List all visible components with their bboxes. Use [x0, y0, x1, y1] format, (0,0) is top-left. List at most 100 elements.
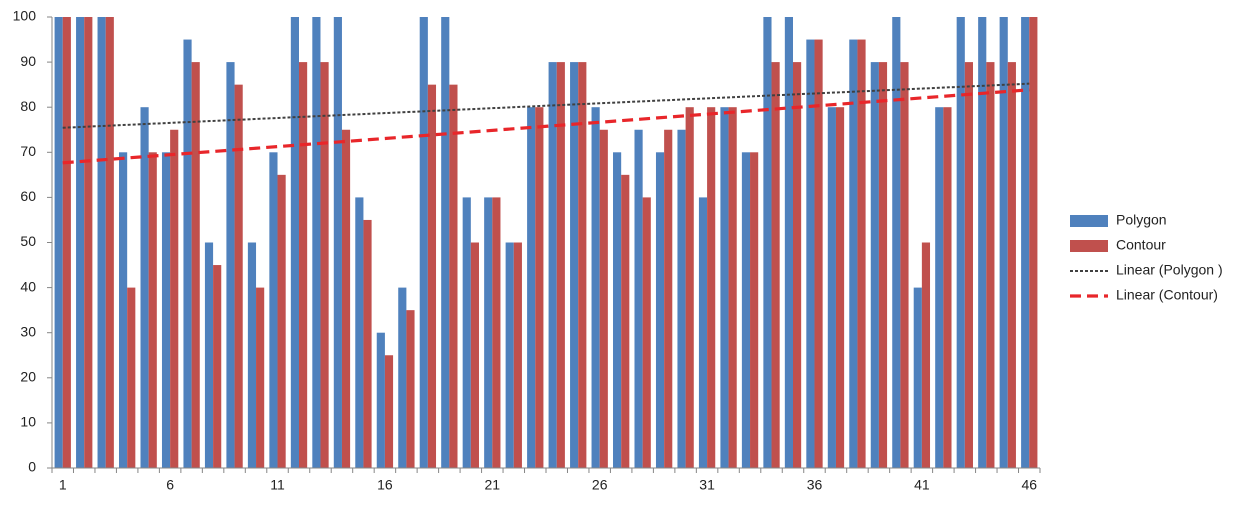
bar — [621, 174, 630, 468]
bar — [784, 17, 793, 468]
bar — [634, 129, 643, 468]
bar — [341, 129, 351, 468]
x-tick-label: 41 — [914, 477, 930, 493]
bar — [384, 355, 394, 468]
bar — [84, 17, 93, 468]
y-tick-label: 30 — [20, 323, 36, 339]
bar — [191, 62, 200, 468]
bar — [320, 62, 329, 468]
bar — [148, 152, 157, 469]
bar — [793, 62, 802, 468]
bar — [213, 265, 222, 468]
bar — [806, 39, 815, 469]
bar — [578, 62, 587, 468]
x-tick-label: 31 — [699, 477, 715, 493]
bar — [269, 152, 278, 469]
bar — [1029, 17, 1038, 468]
bar — [376, 332, 385, 468]
bar — [921, 242, 931, 468]
y-tick-label: 60 — [20, 188, 36, 204]
x-tick-label: 16 — [377, 477, 393, 493]
y-tick-label: 40 — [20, 278, 36, 294]
bar — [741, 152, 751, 469]
bar — [183, 39, 192, 469]
bar — [513, 242, 522, 468]
bar — [398, 287, 407, 468]
y-tick-label: 100 — [13, 8, 37, 24]
legend-label: Linear (Contour) — [1116, 287, 1218, 303]
trendline — [62, 82, 1030, 129]
bar — [664, 129, 673, 468]
bar — [642, 197, 651, 468]
bar — [97, 17, 106, 468]
bar — [1021, 17, 1030, 468]
legend-swatch — [1070, 240, 1108, 252]
bar — [556, 62, 565, 468]
bar — [943, 107, 952, 468]
bar — [290, 17, 299, 468]
bar — [333, 17, 342, 468]
bar — [750, 152, 759, 469]
bar — [484, 197, 493, 468]
legend-label: Linear (Polygon ) — [1116, 262, 1223, 278]
bar — [763, 17, 772, 468]
y-tick-label: 80 — [20, 98, 36, 114]
bar — [978, 17, 987, 468]
bar — [986, 62, 995, 468]
bar — [226, 62, 235, 468]
bar — [76, 17, 85, 468]
bar — [462, 197, 471, 468]
bar — [1007, 62, 1016, 468]
bar — [54, 17, 63, 468]
bar — [234, 84, 243, 469]
bar — [441, 17, 450, 468]
bar — [161, 152, 171, 469]
bar — [62, 17, 71, 468]
legend-label: Polygon — [1116, 212, 1167, 228]
bar — [771, 62, 780, 468]
bar — [277, 174, 286, 468]
y-tick-label: 70 — [20, 143, 36, 159]
bar — [655, 152, 665, 469]
bar — [247, 242, 257, 468]
bar — [256, 287, 265, 468]
bar — [849, 39, 858, 469]
bar — [956, 17, 965, 468]
trendline — [62, 88, 1030, 165]
y-tick-label: 10 — [20, 414, 36, 430]
bar — [935, 107, 944, 468]
x-tick-label: 21 — [485, 477, 501, 493]
y-tick-label: 90 — [20, 53, 36, 69]
bar — [170, 129, 179, 468]
bar — [677, 129, 686, 468]
bar — [470, 242, 479, 468]
x-tick-label: 6 — [166, 477, 174, 493]
bar — [406, 310, 415, 468]
x-tick-label: 26 — [592, 477, 608, 493]
bar — [204, 242, 214, 468]
bar — [827, 107, 836, 468]
bar — [527, 107, 536, 468]
bar — [505, 242, 514, 468]
bar — [119, 152, 128, 469]
bar — [964, 62, 973, 468]
bar — [707, 107, 716, 468]
bar — [140, 107, 149, 468]
y-tick-label: 50 — [20, 233, 36, 249]
bar — [857, 39, 866, 469]
bar — [127, 287, 136, 468]
bar — [419, 17, 428, 468]
bar — [591, 107, 600, 468]
bar — [492, 197, 501, 468]
bar — [355, 197, 364, 468]
bar — [900, 62, 909, 468]
bar — [999, 17, 1008, 468]
bar — [835, 107, 845, 468]
bar — [449, 84, 458, 469]
bar — [814, 39, 823, 469]
bar — [363, 219, 372, 468]
legend-label: Contour — [1116, 237, 1166, 253]
y-tick-label: 0 — [28, 459, 36, 475]
bar — [698, 197, 708, 468]
bar — [685, 107, 694, 468]
